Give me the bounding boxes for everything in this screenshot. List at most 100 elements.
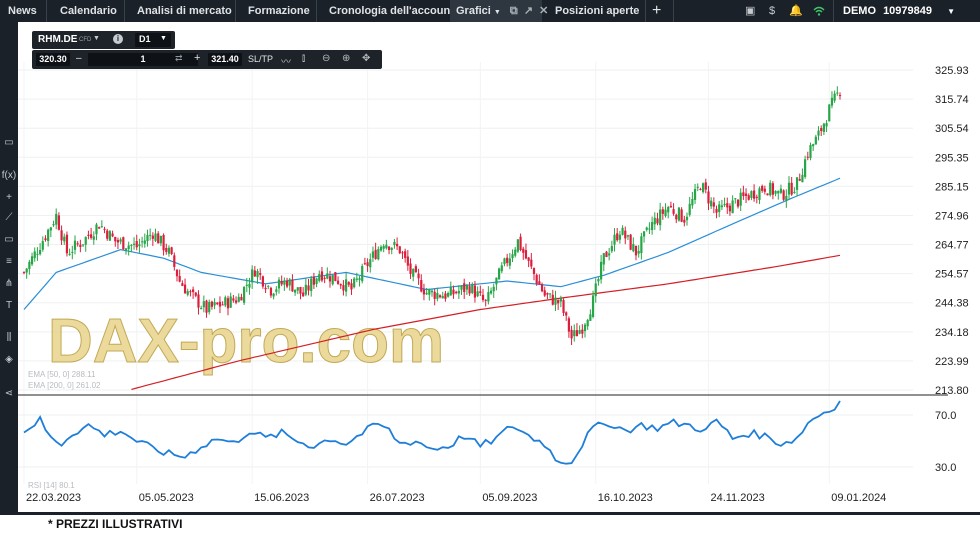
swap-icon[interactable]: ⇄	[175, 53, 183, 63]
detach-window-icon[interactable]: ⧉	[509, 5, 518, 17]
candle-body	[103, 228, 106, 230]
candle-body	[52, 224, 55, 226]
info-icon[interactable]: i	[113, 34, 123, 44]
candle-body	[589, 314, 592, 321]
candle-body	[296, 287, 299, 291]
candle-body	[39, 250, 42, 255]
candle-body	[825, 123, 828, 127]
tab-posizioni-aperte[interactable]: Posizioni aperte	[555, 5, 640, 17]
candle-body	[498, 268, 501, 280]
tab-formazione[interactable]: Formazione	[248, 5, 310, 17]
buy-price-button[interactable]: 321.40	[208, 53, 242, 66]
popout-icon[interactable]: ↗	[523, 5, 534, 17]
candle-body	[723, 203, 726, 206]
quantity-input[interactable]: 1	[88, 53, 198, 66]
candle-body	[130, 244, 133, 246]
candle-body	[557, 300, 560, 304]
rsi-legend[interactable]: RSI [14] 80.1	[28, 481, 75, 490]
date-tick-label: 05.05.2023	[139, 492, 194, 504]
sell-price-button[interactable]: 320.30	[36, 53, 70, 66]
share-icon[interactable]: ⋖	[4, 388, 14, 399]
timeframe-selector[interactable]: D1 ▼	[135, 33, 171, 47]
zoom-out-icon[interactable]: ⊖	[322, 53, 331, 64]
chevron-down-icon[interactable]: ▼	[947, 7, 955, 16]
zoom-in-icon[interactable]: ⊕	[342, 53, 351, 64]
account-selector[interactable]: DEMO 10979849 ▼	[843, 0, 955, 22]
ema200-legend[interactable]: EMA [200, 0] 261.02	[28, 381, 101, 390]
currency-icon[interactable]: $	[769, 5, 776, 17]
tab-calendario[interactable]: Calendario	[60, 5, 117, 17]
candle-body	[385, 244, 388, 249]
candle-chart-icon[interactable]: ⫾	[302, 53, 306, 64]
increase-quantity-button[interactable]: +	[194, 52, 201, 64]
candle-body	[280, 281, 283, 285]
chevron-down-icon[interactable]: ▼	[493, 9, 501, 16]
candle-body	[704, 182, 707, 190]
candle-body	[830, 97, 834, 106]
add-tab-button[interactable]: +	[652, 2, 662, 19]
line-tool-icon[interactable]: ⟋	[5, 212, 13, 223]
candle-body	[441, 295, 444, 299]
chart-type-icon[interactable]: ▭	[4, 137, 14, 148]
tab-analisi-di-mercato[interactable]: Analisi di mercato	[137, 5, 232, 17]
line-chart-icon[interactable]: 〰	[281, 57, 291, 68]
symbol-chevron-icon[interactable]: ▼	[93, 35, 100, 42]
price-chart[interactable]: DAX-pro.com 325.93 315.74 305.54 295.35 285.…	[18, 22, 980, 512]
monitor-icon[interactable]: ▣	[745, 5, 756, 17]
ema-50-line	[23, 177, 841, 310]
chevron-down-icon[interactable]: ▼	[160, 35, 167, 42]
candle-body	[181, 283, 184, 286]
candle-body	[245, 284, 248, 286]
bell-icon[interactable]: 🔔	[789, 5, 803, 17]
candle-body	[213, 302, 216, 306]
decrease-quantity-button[interactable]: –	[76, 53, 82, 64]
candle-body	[175, 269, 179, 277]
candle-body	[98, 227, 101, 229]
layers-icon[interactable]: ◈	[5, 354, 13, 365]
candle-body	[522, 248, 525, 253]
ema200-path	[131, 254, 841, 390]
candle-body	[409, 263, 412, 274]
candle-body	[645, 227, 648, 230]
candle-body	[143, 240, 146, 244]
candle-body	[476, 291, 479, 297]
candle-body	[167, 247, 171, 254]
candle-body	[122, 237, 125, 250]
candle-body	[200, 307, 203, 309]
candle-body	[339, 284, 342, 286]
candle-body	[610, 246, 613, 252]
candle-body	[218, 301, 222, 307]
chart-canvas[interactable]: DAX-pro.com 325.93 315.74 305.54 295.35 285.…	[18, 22, 980, 512]
candle-body	[318, 274, 321, 281]
tab-grafici-label: Grafici	[456, 5, 491, 17]
move-icon[interactable]: ✥	[362, 53, 371, 64]
text-tool-icon[interactable]: T	[5, 300, 13, 311]
ema50-legend[interactable]: EMA [50, 0] 288.11	[28, 370, 96, 379]
rectangle-tool-icon[interactable]: ▭	[4, 234, 14, 245]
candle-body	[100, 226, 103, 228]
tab-news[interactable]: News	[8, 5, 37, 17]
candle-body	[299, 287, 302, 294]
sltp-button[interactable]: SL/TP	[248, 54, 274, 64]
symbol-name[interactable]: RHM.DE	[38, 34, 78, 45]
candle-body	[471, 284, 474, 294]
bottom-strip	[0, 512, 980, 515]
candle-body	[345, 279, 348, 292]
candle-body	[838, 95, 842, 97]
candle-body	[720, 205, 723, 208]
tab-grafici[interactable]: Grafici ▼ ⧉ ↗ ✕	[450, 0, 548, 22]
candle-body	[79, 244, 82, 247]
tab-cronologia-account[interactable]: Cronologia dell'account	[329, 5, 454, 17]
candle-body	[124, 248, 128, 251]
indicators-icon[interactable]: ⫼	[6, 332, 12, 343]
candle-body	[554, 297, 557, 305]
candle-body	[565, 312, 568, 316]
close-tab-icon[interactable]: ✕	[539, 5, 549, 17]
fibonacci-icon[interactable]: ≡	[6, 256, 12, 267]
candle-body	[157, 233, 160, 244]
price-tick-label: 244.38	[935, 298, 969, 310]
pitchfork-icon[interactable]: ⋔	[4, 278, 14, 289]
function-icon[interactable]: f(x)	[1, 170, 17, 181]
candle-body	[272, 293, 275, 297]
crosshair-icon[interactable]: +	[6, 192, 12, 203]
